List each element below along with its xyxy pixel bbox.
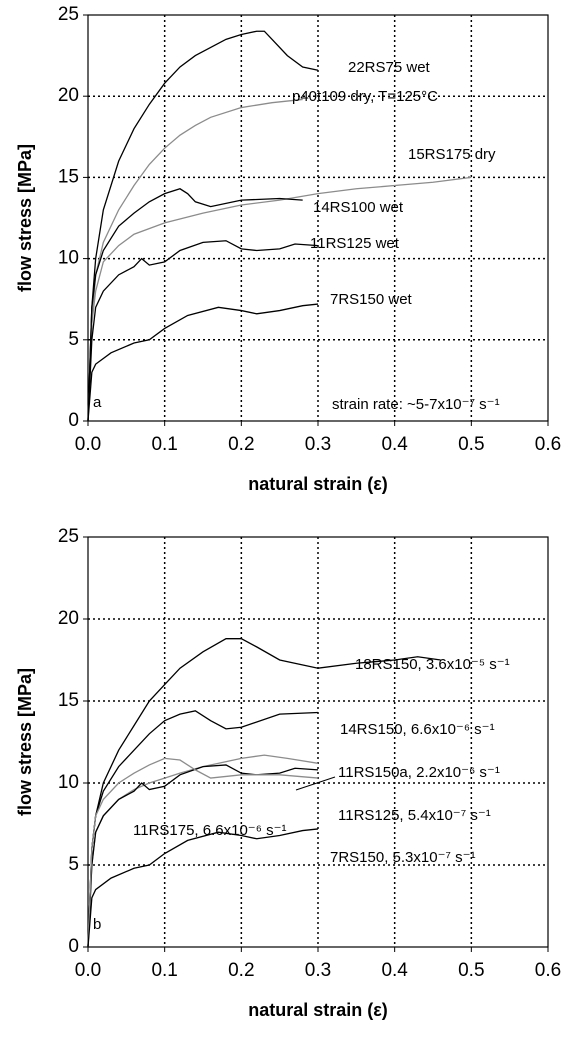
plot-frame	[87, 536, 549, 948]
series-label: p40t109 dry, T=125°C	[292, 88, 438, 105]
panel-label: a	[93, 394, 102, 411]
series-label: 11RS175, 6.6x10⁻⁶ s⁻¹	[133, 822, 286, 839]
y-tick-label: 0	[68, 410, 79, 431]
x-tick-label: 0.4	[381, 434, 408, 455]
series-label: 18RS150, 3.6x10⁻⁵ s⁻¹	[355, 656, 510, 673]
series-label: 7RS150, 5.3x10⁻⁷ s⁻¹	[330, 849, 476, 866]
leader-line	[295, 776, 336, 791]
series-line	[87, 188, 303, 422]
series-label: 11RS150a, 2.2x10⁻⁶ s⁻¹	[338, 764, 500, 781]
series-line	[87, 754, 319, 948]
y-tick-label: 10	[58, 772, 79, 793]
series-label: 11RS125, 5.4x10⁻⁷ s⁻¹	[338, 807, 491, 824]
x-tick-label: 0.1	[151, 960, 177, 981]
series-line	[87, 828, 319, 948]
series-line	[87, 710, 319, 948]
y-tick-label: 5	[68, 329, 79, 350]
series-line	[87, 638, 441, 948]
y-axis-title: flow stress [MPa]	[15, 668, 35, 816]
series-line	[87, 303, 319, 422]
x-tick-label: 0.0	[75, 960, 101, 981]
y-tick-label: 15	[58, 690, 79, 711]
y-tick-label: 10	[58, 248, 79, 269]
series-line	[87, 98, 303, 422]
series-label: 22RS75 wet	[348, 59, 431, 76]
series-label: 14RS100 wet	[313, 199, 404, 216]
plot-frame	[87, 14, 549, 422]
series-line	[87, 30, 319, 422]
x-tick-label: 0.2	[228, 434, 254, 455]
y-tick-label: 20	[58, 608, 79, 629]
y-axis-title: flow stress [MPa]	[15, 144, 35, 292]
y-tick-label: 20	[58, 85, 79, 106]
x-tick-label: 0.3	[305, 960, 331, 981]
x-tick-label: 0.6	[535, 960, 561, 981]
annotation: strain rate: ~5-7x10⁻⁷ s⁻¹	[332, 396, 500, 413]
series-label: 7RS150 wet	[330, 291, 413, 308]
x-tick-label: 0.4	[381, 960, 408, 981]
x-tick-label: 0.5	[458, 960, 484, 981]
series-label: 15RS175 dry	[408, 146, 496, 163]
series-label: 11RS125 wet	[310, 235, 400, 252]
panel-label: b	[93, 916, 101, 933]
x-tick-label: 0.3	[305, 434, 331, 455]
series-label: 14RS150, 6.6x10⁻⁶ s⁻¹	[340, 721, 495, 738]
series-line	[87, 764, 319, 948]
y-tick-label: 5	[68, 854, 79, 875]
y-tick-label: 25	[58, 526, 79, 547]
x-axis-title: natural strain (ε)	[248, 474, 388, 494]
y-tick-label: 0	[68, 936, 79, 957]
x-tick-label: 0.5	[458, 434, 484, 455]
x-axis-title: natural strain (ε)	[248, 1000, 388, 1020]
series-line	[87, 240, 319, 422]
x-tick-label: 0.2	[228, 960, 254, 981]
series-line	[87, 757, 319, 948]
x-tick-label: 0.1	[151, 434, 177, 455]
x-tick-label: 0.6	[535, 434, 561, 455]
y-tick-label: 15	[58, 166, 79, 187]
series-line	[87, 176, 472, 422]
y-tick-label: 25	[58, 4, 79, 25]
x-tick-label: 0.0	[75, 434, 101, 455]
